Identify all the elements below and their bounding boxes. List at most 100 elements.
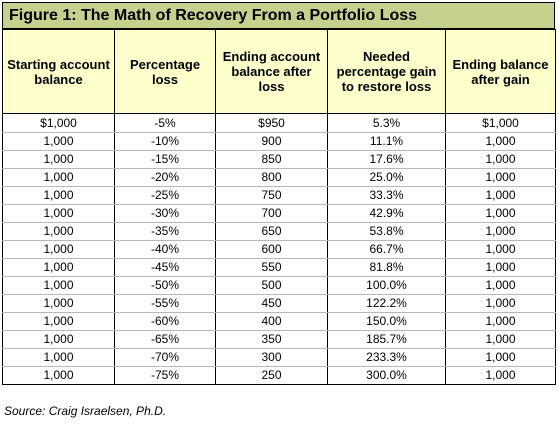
cell-needed-gain: 100.0% (327, 276, 446, 295)
table-row: 1,000 -55% 450 122.2% 1,000 (2, 294, 556, 313)
cell-ending-balance-after-loss: 600 (215, 240, 328, 259)
cell-ending-balance-after-loss: 850 (215, 150, 328, 169)
table-row: 1,000 -35% 650 53.8% 1,000 (2, 222, 556, 241)
cell-needed-gain: 5.3% (327, 113, 446, 133)
table-row: 1,000 -30% 700 42.9% 1,000 (2, 204, 556, 223)
cell-ending-balance-after-gain: 1,000 (445, 150, 556, 169)
cell-percentage-loss: -65% (114, 330, 216, 349)
cell-needed-gain: 122.2% (327, 294, 446, 313)
cell-ending-balance-after-loss: 350 (215, 330, 328, 349)
cell-ending-balance-after-loss: 450 (215, 294, 328, 313)
table-row: 1,000 -45% 550 81.8% 1,000 (2, 258, 556, 277)
cell-starting-balance: 1,000 (2, 276, 115, 295)
cell-percentage-loss: -70% (114, 348, 216, 367)
cell-starting-balance: 1,000 (2, 168, 115, 187)
cell-starting-balance: 1,000 (2, 258, 115, 277)
table-row: 1,000 -10% 900 11.1% 1,000 (2, 132, 556, 151)
cell-ending-balance-after-gain: 1,000 (445, 294, 556, 313)
cell-starting-balance: 1,000 (2, 204, 115, 223)
cell-percentage-loss: -10% (114, 132, 216, 151)
cell-needed-gain: 300.0% (327, 366, 446, 385)
table-row: 1,000 -40% 600 66.7% 1,000 (2, 240, 556, 259)
header-starting-balance: Starting account balance (2, 29, 115, 114)
cell-ending-balance-after-loss: 550 (215, 258, 328, 277)
cell-percentage-loss: -50% (114, 276, 216, 295)
cell-ending-balance-after-loss: $950 (215, 113, 328, 133)
cell-ending-balance-after-gain: 1,000 (445, 330, 556, 349)
cell-starting-balance: 1,000 (2, 186, 115, 205)
table-row: $1,000 -5% $950 5.3% $1,000 (2, 113, 556, 133)
table-body: $1,000 -5% $950 5.3% $1,000 1,000 -10% 900 11.1%… (2, 113, 556, 385)
cell-starting-balance: 1,000 (2, 366, 115, 385)
header-ending-balance-after-loss: Ending account balance after loss (215, 29, 328, 114)
cell-needed-gain: 33.3% (327, 186, 446, 205)
cell-needed-gain: 185.7% (327, 330, 446, 349)
cell-starting-balance: 1,000 (2, 132, 115, 151)
table-row: 1,000 -15% 850 17.6% 1,000 (2, 150, 556, 169)
cell-ending-balance-after-gain: 1,000 (445, 222, 556, 241)
cell-ending-balance-after-gain: 1,000 (445, 132, 556, 151)
cell-ending-balance-after-loss: 300 (215, 348, 328, 367)
table-row: 1,000 -65% 350 185.7% 1,000 (2, 330, 556, 349)
cell-ending-balance-after-loss: 250 (215, 366, 328, 385)
cell-ending-balance-after-gain: $1,000 (445, 113, 556, 133)
cell-percentage-loss: -55% (114, 294, 216, 313)
cell-ending-balance-after-gain: 1,000 (445, 204, 556, 223)
header-ending-balance-after-gain: Ending balance after gain (445, 29, 556, 114)
cell-ending-balance-after-loss: 700 (215, 204, 328, 223)
cell-percentage-loss: -20% (114, 168, 216, 187)
cell-percentage-loss: -45% (114, 258, 216, 277)
cell-ending-balance-after-gain: 1,000 (445, 366, 556, 385)
table-row: 1,000 -60% 400 150.0% 1,000 (2, 312, 556, 331)
cell-ending-balance-after-gain: 1,000 (445, 312, 556, 331)
table-row: 1,000 -20% 800 25.0% 1,000 (2, 168, 556, 187)
cell-percentage-loss: -5% (114, 113, 216, 133)
cell-percentage-loss: -25% (114, 186, 216, 205)
table-row: 1,000 -25% 750 33.3% 1,000 (2, 186, 556, 205)
header-row: Starting account balance Percentage loss… (2, 29, 556, 114)
cell-starting-balance: 1,000 (2, 312, 115, 331)
cell-needed-gain: 66.7% (327, 240, 446, 259)
cell-ending-balance-after-gain: 1,000 (445, 258, 556, 277)
header-percentage-loss: Percentage loss (114, 29, 216, 114)
cell-needed-gain: 11.1% (327, 132, 446, 151)
cell-ending-balance-after-loss: 650 (215, 222, 328, 241)
table-header: Starting account balance Percentage loss… (2, 29, 556, 114)
cell-ending-balance-after-gain: 1,000 (445, 348, 556, 367)
cell-percentage-loss: -75% (114, 366, 216, 385)
cell-ending-balance-after-loss: 400 (215, 312, 328, 331)
cell-ending-balance-after-gain: 1,000 (445, 168, 556, 187)
cell-ending-balance-after-gain: 1,000 (445, 186, 556, 205)
cell-starting-balance: 1,000 (2, 348, 115, 367)
cell-starting-balance: 1,000 (2, 294, 115, 313)
recovery-table: Starting account balance Percentage loss… (2, 29, 556, 385)
cell-ending-balance-after-gain: 1,000 (445, 276, 556, 295)
cell-needed-gain: 150.0% (327, 312, 446, 331)
cell-starting-balance: 1,000 (2, 222, 115, 241)
cell-percentage-loss: -30% (114, 204, 216, 223)
cell-needed-gain: 17.6% (327, 150, 446, 169)
cell-needed-gain: 25.0% (327, 168, 446, 187)
cell-needed-gain: 53.8% (327, 222, 446, 241)
figure-title: Figure 1: The Math of Recovery From a Po… (2, 2, 555, 29)
table-row: 1,000 -50% 500 100.0% 1,000 (2, 276, 556, 295)
cell-ending-balance-after-loss: 800 (215, 168, 328, 187)
cell-percentage-loss: -15% (114, 150, 216, 169)
cell-starting-balance: 1,000 (2, 240, 115, 259)
cell-needed-gain: 233.3% (327, 348, 446, 367)
cell-starting-balance: 1,000 (2, 330, 115, 349)
cell-ending-balance-after-gain: 1,000 (445, 240, 556, 259)
cell-ending-balance-after-loss: 750 (215, 186, 328, 205)
cell-percentage-loss: -40% (114, 240, 216, 259)
cell-ending-balance-after-loss: 900 (215, 132, 328, 151)
cell-percentage-loss: -35% (114, 222, 216, 241)
header-needed-gain: Needed percentage gain to restore loss (327, 29, 446, 114)
cell-starting-balance: 1,000 (2, 150, 115, 169)
cell-ending-balance-after-loss: 500 (215, 276, 328, 295)
table-row: 1,000 -75% 250 300.0% 1,000 (2, 366, 556, 385)
cell-needed-gain: 81.8% (327, 258, 446, 277)
table-row: 1,000 -70% 300 233.3% 1,000 (2, 348, 556, 367)
cell-needed-gain: 42.9% (327, 204, 446, 223)
cell-starting-balance: $1,000 (2, 113, 115, 133)
source-note: Source: Craig Israelsen, Ph.D. (4, 404, 167, 418)
